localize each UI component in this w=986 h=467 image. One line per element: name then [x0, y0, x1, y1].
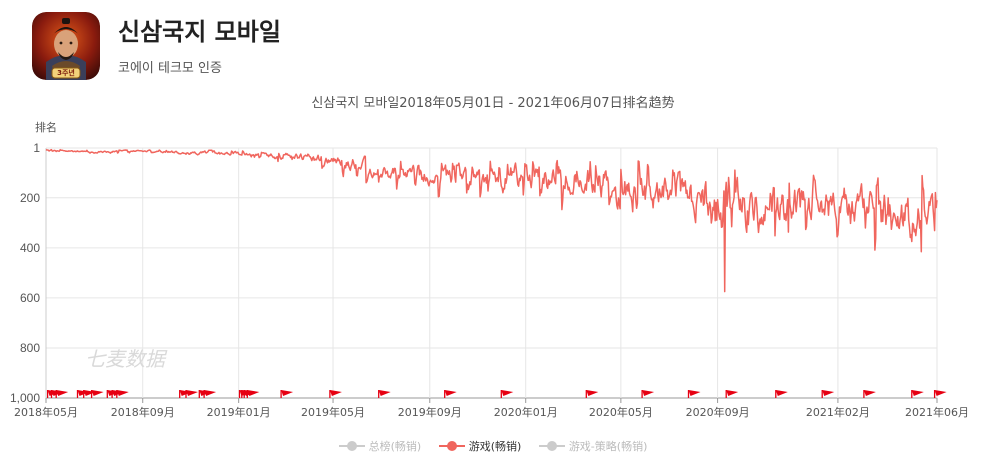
flag-shape	[642, 390, 655, 396]
flag-shape	[378, 390, 391, 396]
legend-item-games-strategy[interactable]: 游戏-策略(畅销)	[538, 438, 648, 454]
event-flag	[775, 390, 788, 398]
x-tick-label: 2019年05月	[301, 405, 365, 419]
chart-grid	[45, 147, 938, 403]
x-tick-label: 2020年05月	[589, 405, 653, 419]
event-flag	[280, 390, 294, 398]
y-tick-label: 400	[20, 241, 40, 255]
event-flag	[55, 390, 69, 398]
event-flag	[90, 390, 104, 398]
flag-shape	[444, 390, 457, 396]
legend-label: 游戏-策略(畅销)	[568, 440, 648, 453]
flag-shape	[204, 390, 217, 396]
event-flag	[687, 390, 701, 398]
legend-label: 总榜(畅销)	[368, 440, 422, 453]
y-tick-label: 200	[20, 191, 40, 205]
event-flag	[378, 390, 391, 398]
legend-marker	[438, 441, 465, 451]
flag-shape	[911, 390, 924, 396]
event-flag	[203, 390, 217, 398]
series-line-games	[45, 148, 938, 293]
legend-item-overall[interactable]: 总榜(畅销)	[338, 438, 422, 454]
flag-shape	[501, 390, 514, 396]
x-tick-label: 2020年09月	[686, 405, 750, 419]
watermark: 七麦数据	[85, 347, 168, 371]
event-flag	[329, 390, 342, 398]
flag-shape	[329, 390, 342, 396]
x-tick-label: 2021年02月	[806, 405, 870, 419]
x-tick-label: 2019年09月	[398, 405, 462, 419]
flag-shape	[91, 390, 104, 396]
flag-shape	[934, 390, 947, 396]
y-tick-label: 600	[20, 291, 40, 305]
flag-shape	[688, 390, 701, 396]
flag-shape	[247, 390, 260, 396]
event-flag	[821, 390, 835, 398]
x-tick-label: 2021年06月	[905, 405, 969, 419]
x-tick-label: 2019年01月	[207, 405, 271, 419]
flag-shape	[726, 390, 739, 396]
event-flag	[725, 390, 739, 398]
event-flag	[444, 390, 457, 398]
y-tick-label: 1	[33, 141, 40, 155]
x-tick-label: 2018年05月	[14, 405, 78, 419]
x-tick-label: 2020年01月	[494, 405, 558, 419]
y-ticks: 排名 1 200 400 600 800 1,000	[10, 120, 57, 405]
event-flag	[500, 390, 514, 398]
chart-title: 신삼국지 모바일2018年05月01日 - 2021年06月07日排名趋势	[311, 96, 675, 111]
event-flag	[911, 390, 924, 398]
flag-shape	[586, 390, 599, 396]
icon-badge-text: 3주년	[57, 69, 75, 77]
legend-item-games[interactable]: 游戏(畅销)	[438, 438, 522, 454]
event-flag	[641, 390, 655, 398]
event-flag	[116, 390, 129, 398]
y-tick-label: 1,000	[10, 391, 40, 405]
x-ticks: 2018年05月 2018年09月 2019年01月 2019年05月 2019年09月…	[14, 405, 969, 419]
legend-marker	[338, 441, 365, 451]
app-developer: 코에이 테크모 인증	[118, 61, 222, 76]
legend: 总榜(畅销) 游戏(畅销) 游戏-策略(畅销)	[0, 438, 986, 454]
flag-shape	[281, 390, 294, 396]
flag-shape	[56, 390, 69, 396]
event-flag	[933, 390, 947, 398]
y-tick-label: 800	[20, 341, 40, 355]
legend-label: 游戏(畅销)	[468, 440, 522, 453]
legend-marker	[538, 441, 565, 451]
flag-shape	[186, 390, 198, 396]
event-flag	[246, 390, 260, 398]
flag-shape	[822, 390, 835, 396]
flag-shape	[863, 390, 876, 396]
y-axis-label: 排名	[35, 120, 57, 134]
event-flag	[863, 390, 876, 398]
flag-shape	[775, 390, 788, 396]
flag-shape	[116, 390, 129, 396]
series-layer	[45, 148, 938, 293]
event-flag	[585, 390, 599, 398]
app-title: 신삼국지 모바일	[118, 18, 281, 46]
watermark-layer: 七麦数据	[85, 347, 168, 371]
x-tick-label: 2018年09月	[111, 405, 175, 419]
event-flag	[185, 390, 198, 398]
event-flags	[46, 390, 947, 398]
app-icon: 3주년	[32, 12, 100, 80]
